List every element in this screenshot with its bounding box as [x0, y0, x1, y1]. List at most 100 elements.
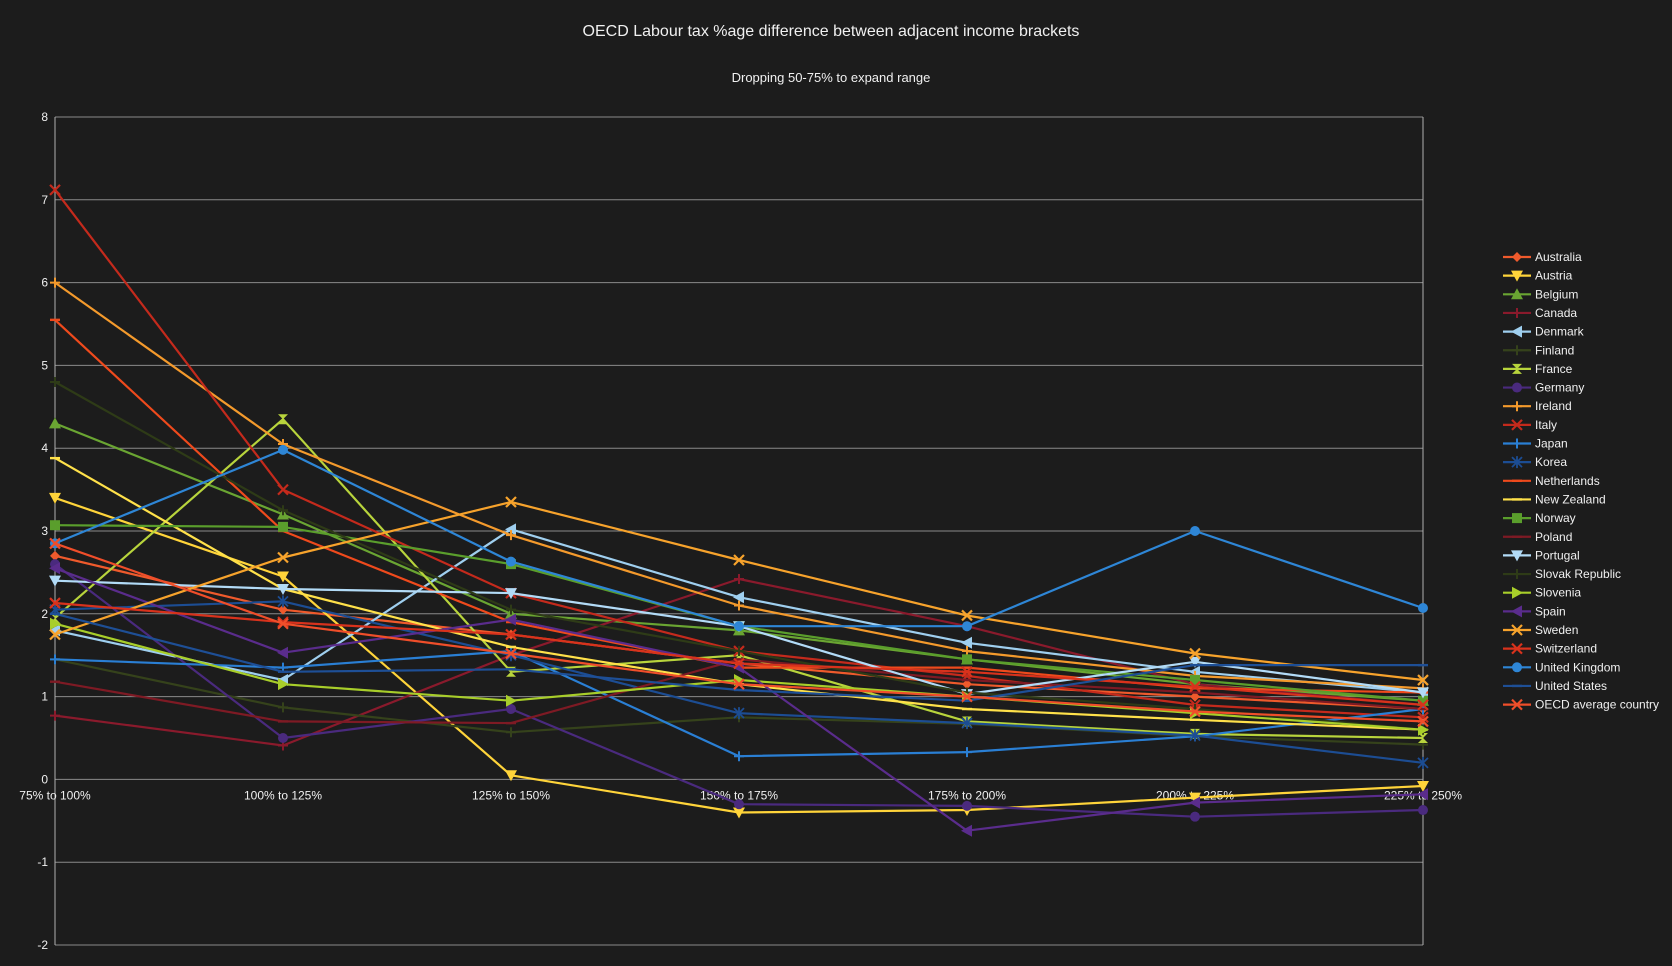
data-point-france: [1418, 733, 1428, 743]
data-point-norway: [50, 520, 60, 531]
legend-label-slovak-republic: Slovak Republic: [1535, 567, 1621, 581]
chart-title: OECD Labour tax %age difference between …: [583, 23, 1080, 40]
data-point-norway: [962, 654, 972, 665]
legend: Australia Austria Belgium Canada Denmark Finl…: [1503, 250, 1659, 712]
legend-entry-united-kingdom: United Kingdom: [1503, 660, 1620, 674]
y-tick-label: 3: [41, 524, 48, 538]
data-point-japan: [50, 654, 60, 665]
data-point-norway: [278, 521, 288, 532]
data-point-korea: [733, 707, 745, 720]
legend-marker-oecd-average-country: [1511, 698, 1523, 711]
x-tick-label: 175% to 200%: [928, 788, 1006, 802]
y-tick-label: 6: [41, 276, 48, 290]
data-point-sweden: [733, 554, 745, 566]
plot-area: [49, 184, 1429, 837]
data-point-switzerland: [505, 628, 517, 641]
data-point-canada: [50, 710, 60, 721]
data-point-australia: [50, 550, 60, 561]
data-point-spain: [1417, 788, 1428, 801]
data-point-italy: [49, 184, 61, 196]
data-point-portugal: [505, 588, 517, 600]
legend-label-united-kingdom: United Kingdom: [1535, 660, 1620, 674]
y-tick-label: 2: [41, 607, 48, 621]
legend-entry-norway: Norway: [1503, 511, 1576, 525]
legend-marker-japan: [1512, 438, 1522, 449]
y-tick-label: 5: [41, 358, 48, 372]
data-point-austria: [1189, 792, 1201, 804]
data-point-australia: [962, 679, 972, 690]
legend-label-norway: Norway: [1535, 511, 1576, 525]
data-point-spain: [277, 646, 288, 659]
legend-label-ireland: Ireland: [1535, 399, 1572, 413]
data-point-united-kingdom: [962, 621, 972, 632]
y-tick-label: -2: [37, 938, 48, 952]
data-point-slovenia: [506, 694, 517, 707]
y-tick-label: -1: [37, 855, 48, 869]
series-oecd-average-country: [49, 537, 1429, 728]
x-tick-label: 100% to 125%: [244, 788, 322, 802]
data-point-switzerland: [277, 616, 289, 628]
legend-label-united-states: United States: [1535, 679, 1607, 693]
legend-entry-belgium: Belgium: [1503, 287, 1578, 301]
legend-label-sweden: Sweden: [1535, 623, 1578, 637]
series-united-states: [50, 612, 1428, 702]
data-point-germany: [1418, 805, 1428, 816]
data-point-spain: [961, 824, 972, 837]
legend-label-poland: Poland: [1535, 530, 1572, 544]
data-point-united-kingdom: [506, 556, 516, 567]
data-point-united-kingdom: [1190, 526, 1200, 536]
x-tick-label: 125% to 150%: [472, 788, 550, 802]
data-point-austria: [49, 492, 61, 504]
legend-marker-spain: [1511, 605, 1522, 618]
legend-label-belgium: Belgium: [1535, 287, 1578, 301]
data-point-slovak-republic: [734, 646, 744, 657]
data-point-korea: [1189, 729, 1201, 742]
data-point-norway: [1190, 675, 1200, 686]
legend-entry-united-states: United States: [1503, 679, 1607, 693]
data-point-oecd-average-country: [961, 690, 973, 703]
data-point-austria: [505, 770, 517, 782]
legend-label-oecd-average-country: OECD average country: [1535, 698, 1659, 712]
data-point-oecd-average-country: [733, 678, 745, 690]
legend-marker-italy: [1511, 419, 1523, 431]
legend-label-france: France: [1535, 362, 1573, 376]
data-point-oecd-average-country: [1417, 715, 1429, 728]
legend-entry-oecd-average-country: OECD average country: [1503, 698, 1659, 712]
legend-marker-germany: [1512, 382, 1522, 393]
data-point-oecd-average-country: [277, 617, 289, 630]
legend-entry-germany: Germany: [1503, 381, 1584, 395]
data-point-switzerland: [961, 665, 973, 678]
data-point-spain: [505, 613, 516, 626]
data-point-denmark: [733, 591, 744, 604]
legend-marker-portugal: [1511, 550, 1523, 562]
data-point-united-kingdom: [734, 621, 744, 632]
data-point-japan: [962, 747, 972, 758]
legend-entry-canada: Canada: [1503, 306, 1577, 320]
legend-marker-sweden: [1511, 624, 1523, 636]
data-point-slovak-republic: [278, 505, 288, 516]
data-point-sweden: [277, 551, 289, 564]
y-tick-label: 1: [41, 690, 48, 704]
legend-entry-finland: Finland: [1503, 343, 1574, 357]
data-point-portugal: [49, 575, 61, 587]
data-point-finland: [506, 727, 516, 738]
data-point-denmark: [505, 523, 516, 536]
legend-marker-slovak-republic: [1512, 569, 1522, 580]
data-point-switzerland: [49, 597, 61, 609]
data-point-sweden: [505, 496, 517, 508]
legend-label-korea: Korea: [1535, 455, 1567, 469]
legend-entry-ireland: Ireland: [1503, 399, 1572, 413]
data-point-finland: [278, 702, 288, 713]
data-point-germany: [734, 799, 744, 810]
data-point-germany: [506, 704, 516, 715]
legend-marker-belgium: [1511, 288, 1523, 300]
legend-label-canada: Canada: [1535, 306, 1577, 320]
data-point-canada: [734, 574, 744, 585]
data-point-switzerland: [1417, 699, 1429, 711]
data-point-ireland: [50, 277, 60, 288]
legend-entry-austria: Austria: [1503, 269, 1573, 283]
data-point-portugal: [1417, 687, 1429, 699]
